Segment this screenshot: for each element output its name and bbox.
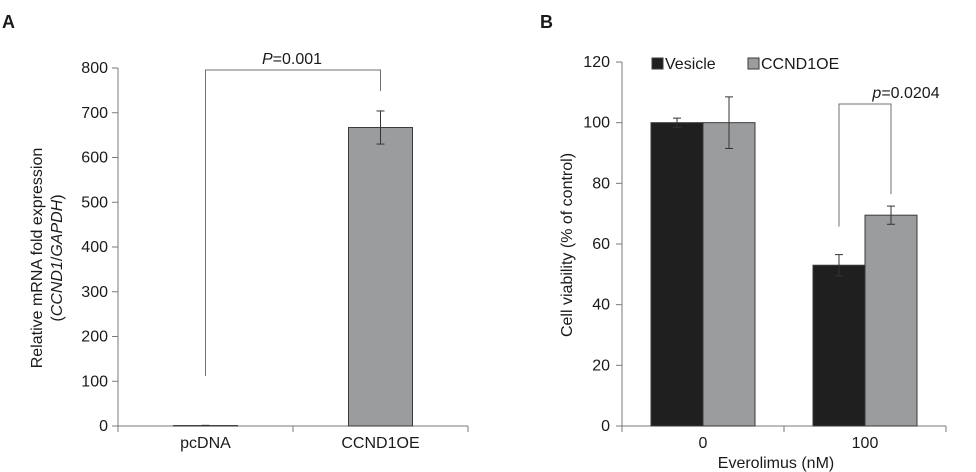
legend-label: CCND1OE (761, 56, 839, 73)
y-tick-label: 700 (81, 105, 108, 122)
panel-b-y-axis-title: Cell viability (% of control) (559, 153, 576, 337)
panel-b-bars (650, 96, 918, 427)
y-tick-label: 800 (81, 60, 108, 77)
x-tick-label: 100 (852, 435, 879, 452)
panel-a-y-axis-title: Relative mRNA fold expression (CCND1/GAP… (29, 148, 66, 369)
panel-b-significance-bracket (838, 103, 892, 227)
y-tick-label: 60 (592, 236, 610, 253)
legend-label: Vesicle (665, 56, 716, 73)
panel-a-x-axis: pcDNA CCND1OE (117, 425, 469, 452)
panel-b-x-axis-title: Everolimus (nM) (718, 455, 834, 472)
panel-b-y-axis: 0 20 40 60 80 100 120 (583, 54, 623, 435)
panel-b-x-axis: 0 100 (621, 425, 947, 452)
panel-a-p-value: P=0.001 (262, 51, 322, 68)
bar (348, 127, 413, 427)
bar (812, 264, 866, 427)
panel-b-legend: Vesicle CCND1OE (651, 56, 839, 73)
panel-b: B Vesicle CCND1OE 0 20 40 60 80 100 120 0 100 p=… (540, 12, 947, 472)
bar (864, 214, 918, 427)
svg-text:(CCND1/GAPDH): (CCND1/GAPDH) (49, 194, 66, 321)
svg-text:Relative mRNA fold expression: Relative mRNA fold expression (29, 148, 46, 369)
x-tick-label: 0 (699, 435, 708, 452)
y-tick-label: 200 (81, 329, 108, 346)
bar (702, 122, 756, 427)
y-tick-label: 400 (81, 239, 108, 256)
y-tick-label: 100 (583, 115, 610, 132)
panel-a-significance-bracket (205, 69, 381, 376)
bracket-line (205, 69, 381, 376)
bar (650, 122, 704, 427)
panel-a-y-axis: 0 100 200 300 400 500 600 700 800 (81, 60, 119, 435)
panel-a: A 0 100 200 300 400 500 600 700 800 pcDNA CCND1OE… (2, 12, 469, 452)
y-tick-label: 0 (601, 418, 610, 435)
y-tick-label: 40 (592, 297, 610, 314)
y-tick-label: 300 (81, 284, 108, 301)
y-tick-label: 0 (99, 418, 108, 435)
legend-swatch (747, 57, 760, 70)
x-tick-label: pcDNA (180, 435, 231, 452)
y-tick-label: 100 (81, 373, 108, 390)
panel-a-bars (173, 110, 413, 427)
x-tick-label: CCND1OE (341, 435, 419, 452)
legend-swatch (651, 57, 664, 70)
bracket-line (838, 103, 892, 227)
y-tick-label: 600 (81, 150, 108, 167)
y-tick-label: 20 (592, 357, 610, 374)
y-tick-label: 500 (81, 194, 108, 211)
y-tick-label: 80 (592, 175, 610, 192)
y-tick-label: 120 (583, 54, 610, 71)
panel-b-p-value: p=0.0204 (871, 85, 939, 102)
panel-b-label: B (540, 12, 553, 32)
panel-a-label: A (2, 12, 15, 32)
